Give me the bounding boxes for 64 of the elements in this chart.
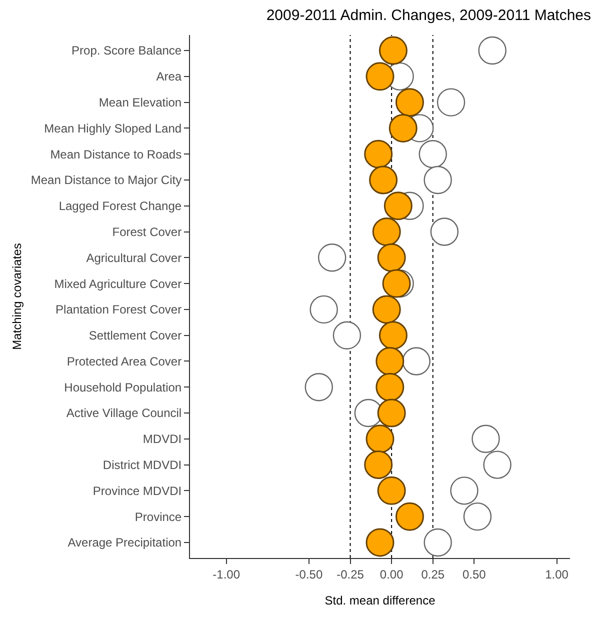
point [402,347,430,376]
x-tick-label: -0.50 [295,567,323,582]
point [318,244,346,272]
y-axis-title: Matching covariates [10,243,24,350]
point [377,476,406,505]
y-tick-label: Province [134,510,182,524]
y-tick-label: MDVDI [142,432,182,446]
x-tick-label: -1.00 [212,567,240,582]
x-tick-label: -0.25 [336,567,364,582]
y-tick-label: Protected Area Cover [66,354,182,368]
y-tick-label: Province MDVDI [92,484,182,498]
y-tick-label: Mean Elevation [98,96,182,110]
x-tick-label: 0.50 [462,567,486,582]
y-tick-label: Agricultural Cover [86,250,182,265]
y-tick-label: Average Precipitation [68,536,182,550]
x-tick-label: 1.00 [545,567,569,582]
point [372,295,401,324]
point [472,424,500,453]
y-tick-label: Mean Highly Sloped Land [44,121,182,136]
point [369,166,398,194]
y-tick-label: Lagged Forest Change [58,199,182,214]
point [372,218,401,246]
point [378,321,408,350]
y-tick-label: District MDVDI [102,458,182,472]
chart-title: 2009-2011 Admin. Changes, 2009-2011 Matches [266,6,592,24]
y-tick-label: Household Population [64,380,182,394]
point [430,218,459,246]
y-tick-label: Active Village Council [66,406,182,420]
y-tick-label: Plantation Forest Cover [56,302,182,317]
y-tick-label: Prop. Score Balance [72,44,182,58]
x-axis-title: Std. mean difference [324,593,436,608]
point [376,372,404,402]
point [396,502,424,531]
point [424,166,452,194]
y-tick-label: Mean Distance to Major City [30,173,182,188]
point [483,450,512,479]
point [366,62,394,91]
point [377,243,406,272]
point [463,502,492,531]
x-tick-label: 0.00 [380,567,404,582]
point [450,476,478,505]
point [478,36,506,65]
point [396,88,424,117]
y-tick-label: Mixed Agriculture Cover [54,276,182,291]
point [436,88,466,116]
point [364,140,393,168]
y-tick-label: Area [156,70,182,84]
y-tick-label: Mean Distance to Roads [50,147,182,162]
point [388,114,418,142]
point [366,528,394,557]
point [377,398,406,428]
point [310,295,338,324]
point [384,192,412,220]
point [378,36,408,65]
point [418,140,447,168]
x-tick-label: 0.25 [421,567,445,582]
y-tick-label: Settlement Cover [88,328,182,343]
point [304,373,333,402]
point [366,424,394,454]
point [364,450,393,480]
point [376,346,404,376]
y-tick-label: Forest Cover [112,224,182,239]
point [424,528,452,557]
point [332,321,362,350]
